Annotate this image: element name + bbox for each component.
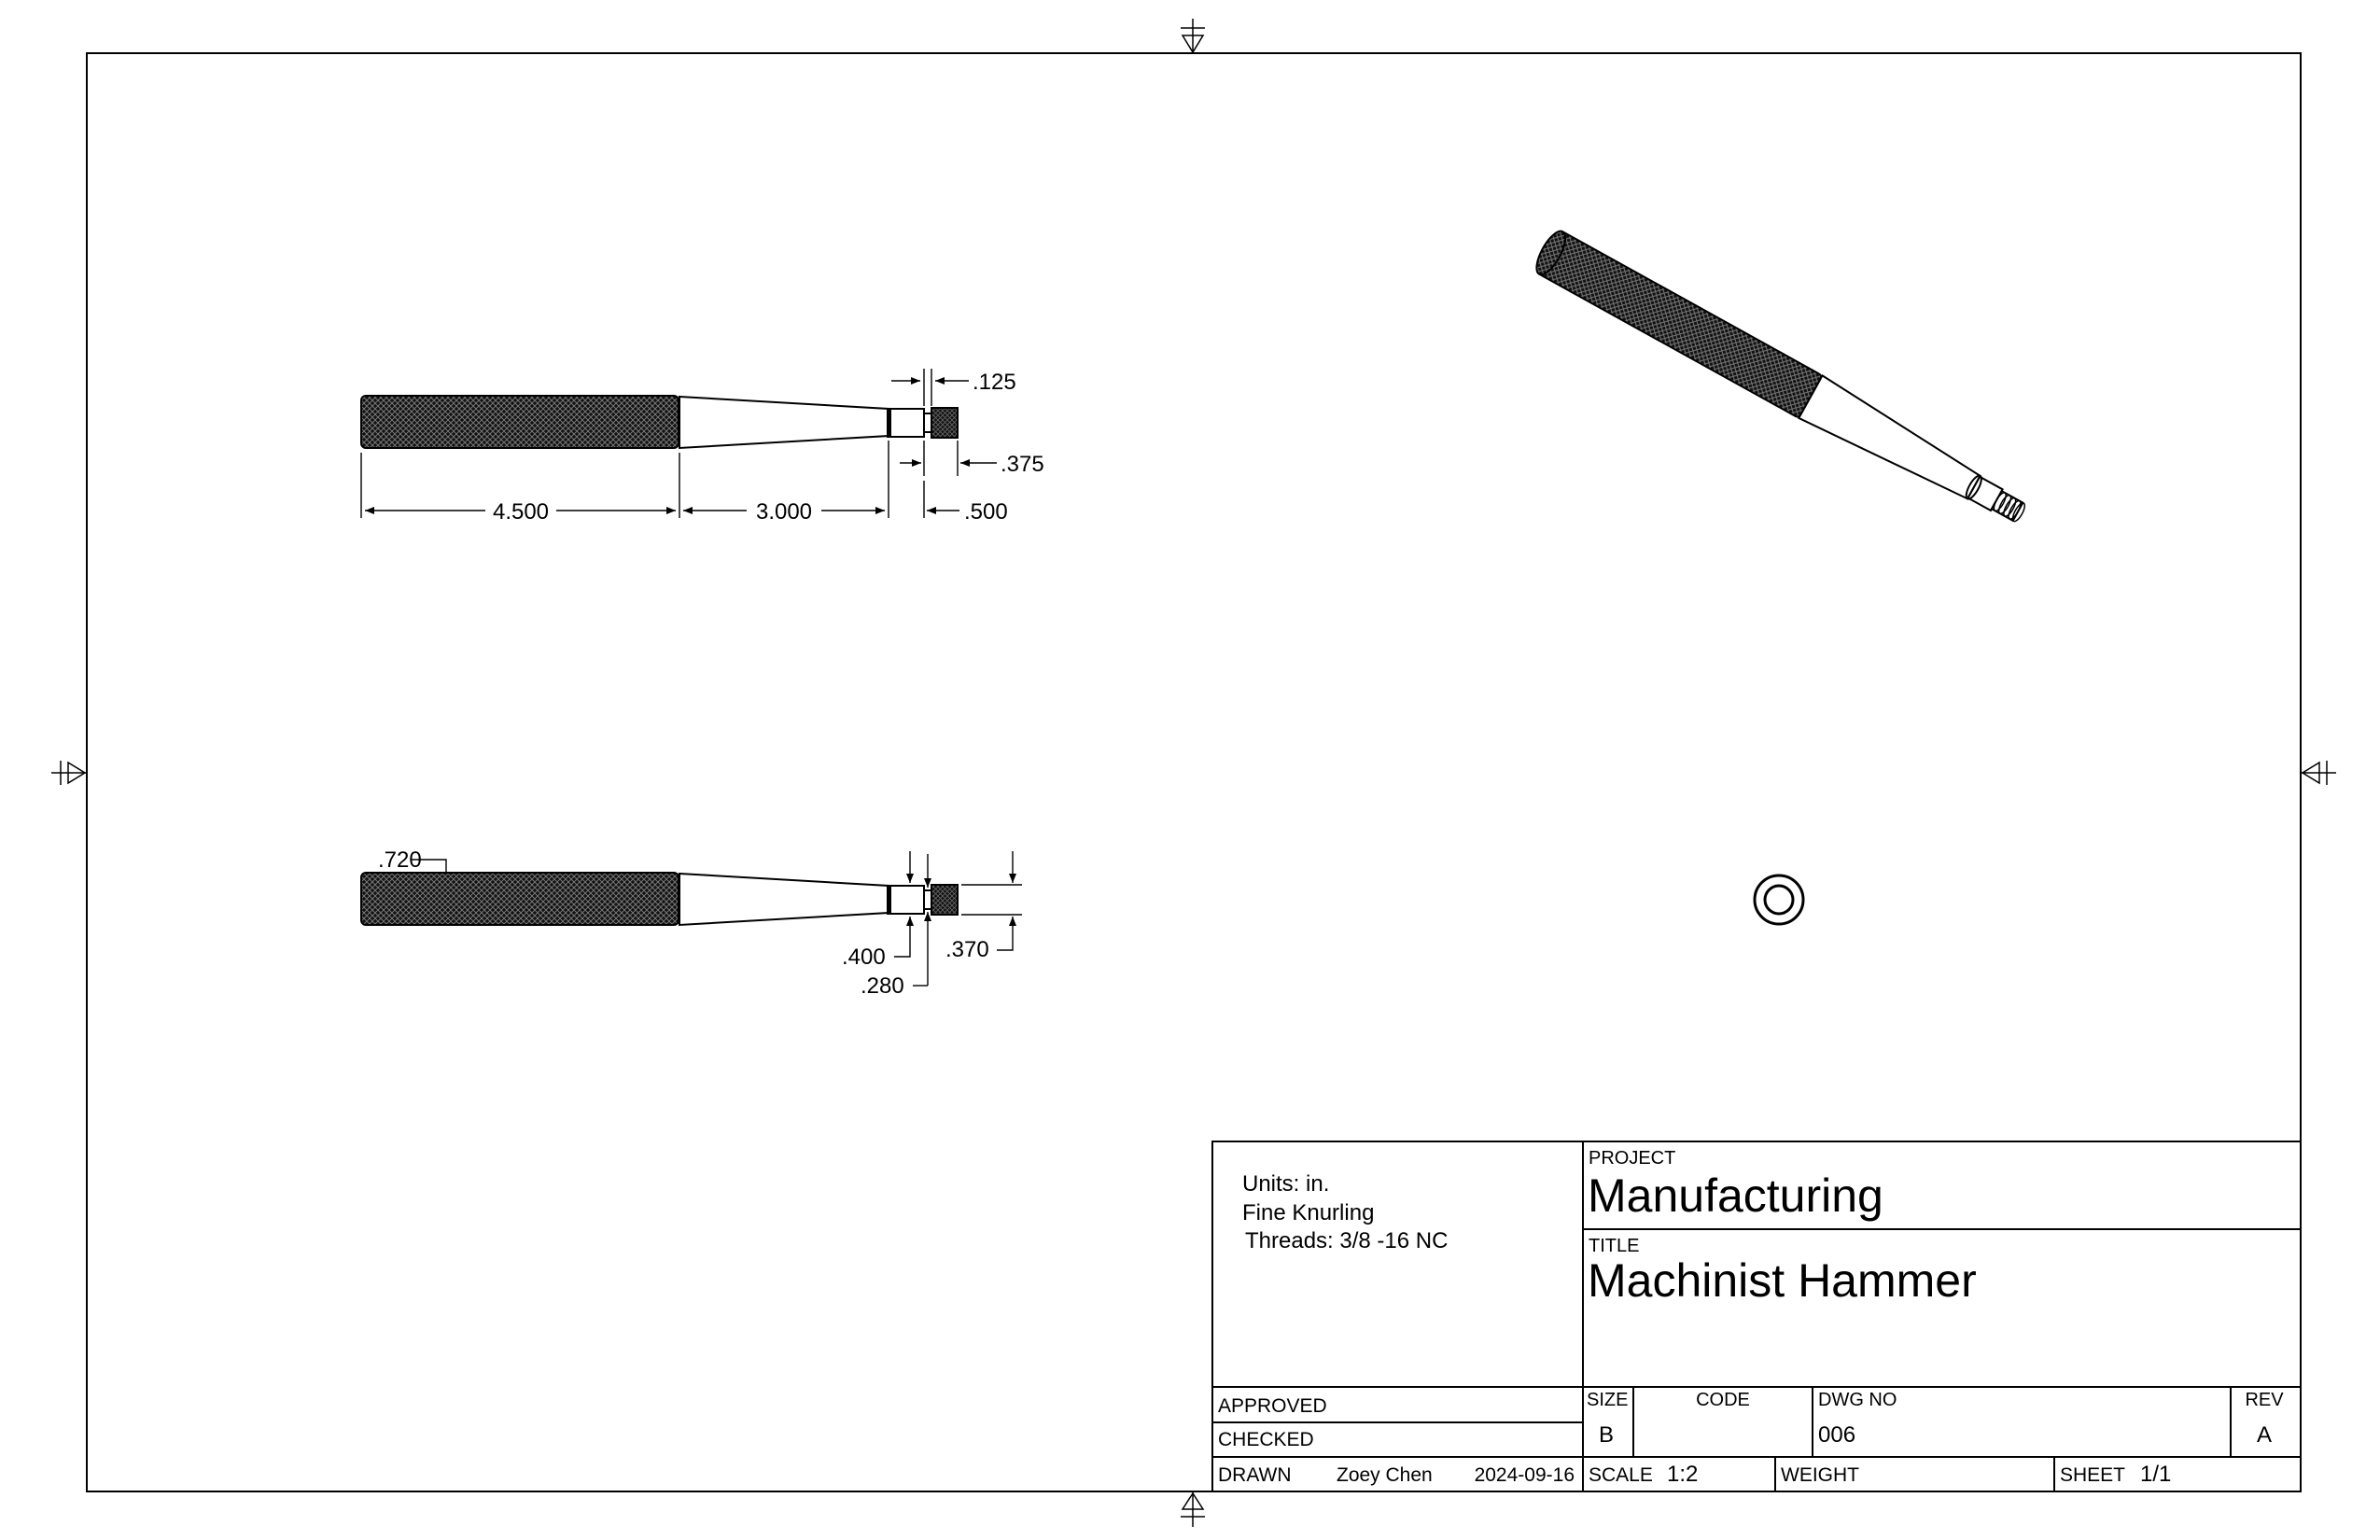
note-knurling: Fine Knurling	[1242, 1200, 1374, 1225]
front-taper	[679, 395, 889, 450]
drawn-by: Zoey Chen	[1337, 1464, 1433, 1486]
end-view-outer-circle	[1753, 874, 1805, 926]
iso-knurled-grip	[1537, 231, 1823, 418]
iso-neck-edge	[1965, 474, 1982, 500]
dim-relief-diameter: .280	[861, 973, 904, 999]
dim-thread-length: .500	[964, 499, 1008, 525]
front-thread	[931, 407, 959, 439]
top-dimension-labels: .720 .400 .280 .370	[378, 847, 989, 999]
top-shoulder	[887, 885, 890, 915]
top-neck	[889, 885, 925, 915]
scale-label: SCALE	[1589, 1464, 1653, 1486]
iso-taper	[1797, 373, 1981, 500]
front-relief	[923, 413, 932, 433]
scale-value: 1:2	[1667, 1462, 1698, 1487]
front-dimensions	[360, 369, 997, 518]
iso-grip-end	[1535, 230, 1567, 276]
code-label: CODE	[1696, 1390, 1750, 1410]
top-view	[360, 872, 959, 927]
note-units: Units: in.	[1242, 1171, 1329, 1197]
centering-marks	[51, 19, 2336, 1527]
sheet-value: 1/1	[2140, 1462, 2171, 1487]
approved-label: APPROVED	[1218, 1395, 1327, 1417]
rev-value: A	[2257, 1422, 2272, 1448]
dim-relief-length: .125	[973, 370, 1016, 395]
note-threads: Threads: 3/8 -16 NC	[1245, 1228, 1448, 1253]
dwg-no-label: DWG NO	[1818, 1390, 1897, 1410]
front-dimension-labels: 4.500 3.000 .500 .125 .375	[493, 370, 1044, 525]
end-view-inner-circle	[1763, 884, 1795, 916]
dim-knurl-length: 4.500	[493, 499, 549, 525]
dim-thread-diameter: .370	[945, 937, 989, 962]
front-neck	[889, 408, 925, 438]
rev-label: REV	[2245, 1390, 2284, 1410]
notes-block: Units: in. Fine Knurling Threads: 3/8 -1…	[1242, 1171, 1448, 1253]
sheet-label: SHEET	[2060, 1464, 2125, 1486]
dim-knurl-diameter: .720	[378, 847, 422, 873]
title-block	[1211, 1141, 2302, 1492]
title-label: TITLE	[1589, 1236, 1639, 1256]
checked-label: CHECKED	[1218, 1429, 1314, 1450]
top-relief	[923, 889, 932, 910]
size-label: SIZE	[1587, 1390, 1628, 1410]
title-value: Machinist Hammer	[1588, 1254, 1977, 1307]
end-view	[1753, 874, 1805, 926]
dim-gap-length: .375	[1001, 452, 1044, 477]
front-knurled-grip	[360, 395, 679, 449]
top-thread	[931, 884, 959, 916]
top-taper	[679, 872, 889, 927]
dim-taper-length: 3.000	[756, 499, 812, 525]
dwg-no-value: 006	[1818, 1422, 1855, 1448]
top-knurled-grip	[360, 872, 679, 926]
dim-neck-diameter: .400	[842, 945, 886, 970]
weight-label: WEIGHT	[1781, 1464, 1859, 1486]
front-view	[360, 395, 959, 450]
isometric-view	[1535, 230, 2026, 523]
drawn-label: DRAWN	[1218, 1464, 1292, 1486]
project-label: PROJECT	[1589, 1148, 1675, 1169]
title-block-text: PROJECT Manufacturing TITLE Machinist Ha…	[1218, 1148, 2284, 1487]
project-value: Manufacturing	[1588, 1169, 1883, 1222]
size-value: B	[1599, 1422, 1614, 1448]
top-dimensions	[411, 851, 1022, 987]
drawn-date: 2024-09-16	[1475, 1464, 1575, 1486]
front-shoulder	[887, 408, 890, 438]
